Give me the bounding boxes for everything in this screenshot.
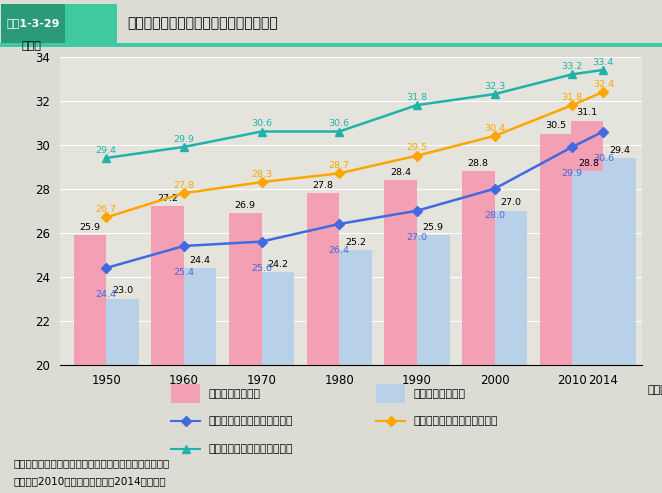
Text: 29.9: 29.9 [173,135,195,143]
Text: 33.4: 33.4 [592,58,614,67]
Text: 27.8: 27.8 [312,181,334,190]
Text: 29.5: 29.5 [406,143,428,152]
Bar [171,384,200,403]
Text: 25.4: 25.4 [173,268,195,277]
Text: （注）　2010年までは確定数、2014年は概数: （注） 2010年までは確定数、2014年は概数 [13,476,166,486]
Text: 28.8: 28.8 [578,159,599,168]
Text: 30.6: 30.6 [328,119,350,128]
Text: 30.6: 30.6 [592,153,614,163]
Text: 25.6: 25.6 [251,264,272,273]
Text: 26.9: 26.9 [235,201,256,210]
Text: 29.4: 29.4 [609,145,630,155]
Text: 25.9: 25.9 [423,223,444,232]
Text: 32.3: 32.3 [484,82,505,91]
Text: （歳）: （歳） [22,40,42,50]
Text: 27.0: 27.0 [406,233,428,242]
Text: 25.9: 25.9 [79,223,101,232]
Text: 27.8: 27.8 [173,181,195,190]
Bar [540,134,572,493]
Bar [1,4,117,43]
Text: 27.0: 27.0 [500,199,522,208]
Bar [339,250,372,493]
Text: 図表1-3-29: 図表1-3-29 [7,18,60,29]
Text: 資料：厚生労働省大臣官房統計情報部「人口動態統計」: 資料：厚生労働省大臣官房統計情報部「人口動態統計」 [13,458,169,468]
Text: 28.4: 28.4 [390,168,411,176]
Text: 28.3: 28.3 [251,170,272,179]
Text: 30.4: 30.4 [484,124,505,133]
Bar [261,273,294,493]
Text: 33.2: 33.2 [561,62,583,71]
Text: 28.8: 28.8 [468,159,489,168]
Text: 31.8: 31.8 [406,93,428,102]
Text: 24.4: 24.4 [190,256,211,265]
Text: 25.2: 25.2 [345,238,366,247]
Bar [417,235,449,493]
Text: 第２子出生時の母の平均年齢: 第２子出生時の母の平均年齢 [413,416,498,426]
Bar [495,211,527,493]
Text: 夫の平均初婚年齢: 夫の平均初婚年齢 [208,388,260,399]
Text: 27.2: 27.2 [157,194,178,203]
Text: （年）: （年） [648,385,662,395]
Bar [307,193,339,493]
Text: 30.5: 30.5 [545,121,567,131]
Text: 30.6: 30.6 [251,119,272,128]
Text: 28.0: 28.0 [484,211,505,220]
Text: 第１子出生時の母の平均年齢: 第１子出生時の母の平均年齢 [208,416,293,426]
Text: 29.4: 29.4 [96,145,117,155]
Bar [73,235,106,493]
Text: 23.0: 23.0 [112,286,133,295]
Text: 24.4: 24.4 [96,290,117,299]
Bar [462,171,495,493]
Bar [0,43,662,47]
Text: 31.1: 31.1 [577,108,598,117]
Bar [1,4,65,43]
Text: 29.9: 29.9 [562,169,583,178]
Bar [572,171,605,493]
Text: 32.4: 32.4 [592,79,614,89]
Text: 26.7: 26.7 [96,205,117,214]
Text: 31.8: 31.8 [561,93,583,102]
Bar [151,207,184,493]
Text: 26.4: 26.4 [329,246,350,255]
Bar [229,213,261,493]
Text: 初婚年齢と出生時の母の平均年齢の推移: 初婚年齢と出生時の母の平均年齢の推移 [127,16,278,31]
Text: 第３子出生時の母の平均年齢: 第３子出生時の母の平均年齢 [208,444,293,454]
Bar [384,180,417,493]
Text: 妻の平均初婚年齢: 妻の平均初婚年齢 [413,388,465,399]
Bar [571,120,603,493]
Bar [377,384,405,403]
Bar [106,299,139,493]
Bar [184,268,216,493]
Bar [603,158,636,493]
Text: 24.2: 24.2 [267,260,289,269]
Text: 28.7: 28.7 [329,161,350,170]
